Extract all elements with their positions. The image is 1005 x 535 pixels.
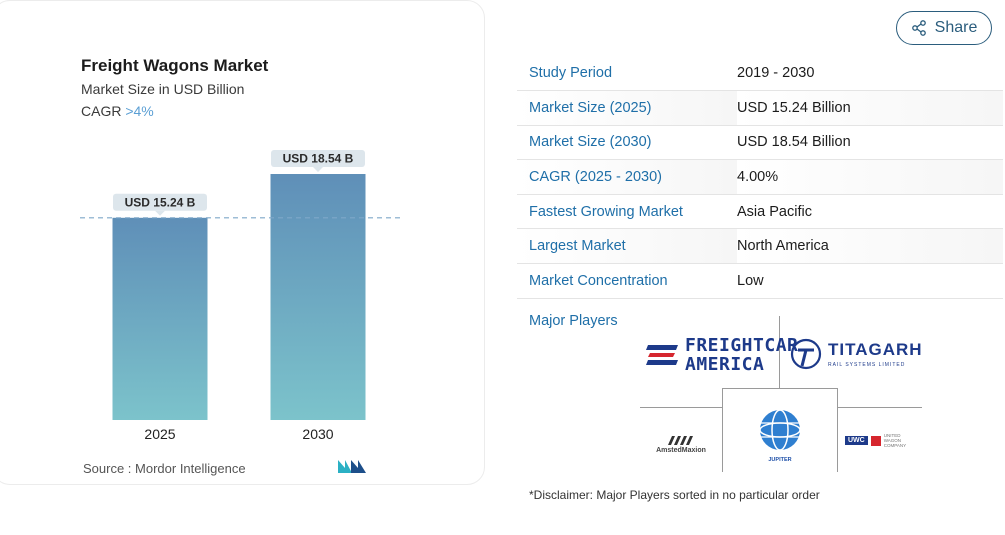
info-value: North America <box>737 228 1003 265</box>
info-value: Low <box>737 263 1003 299</box>
info-key: Fastest Growing Market <box>517 194 737 230</box>
uwc-sub-line: UNITED <box>883 433 901 438</box>
info-key: Market Concentration <box>517 263 737 299</box>
chart-subtitle: Market Size in USD Billion <box>81 81 245 97</box>
share-icon <box>911 20 926 36</box>
bar-chart: USD 15.24 B 2025 USD 18.54 B 2030 <box>80 150 400 442</box>
info-value: USD 18.54 Billion <box>737 125 1003 161</box>
titagarh-logo: TITAGARH RAIL SYSTEMS LIMITED <box>790 338 923 370</box>
amsted-name: AmstedMaxion <box>656 447 706 454</box>
divider <box>779 316 780 388</box>
disclaimer: *Disclaimer: Major Players sorted in no … <box>529 488 820 502</box>
bar-2025 <box>112 217 208 420</box>
jupiter-logo: JUPITER <box>756 408 804 463</box>
market-info-table: Study Period 2019 - 2030 Market Size (202… <box>517 56 1003 299</box>
info-key: Largest Market <box>517 228 737 265</box>
data-label-bg <box>271 150 365 168</box>
table-row: Market Size (2030) USD 18.54 Billion <box>517 125 1003 161</box>
jupiter-globe-icon <box>759 409 801 451</box>
info-key: CAGR (2025 - 2030) <box>517 159 737 195</box>
table-row: Market Concentration Low <box>517 263 1003 299</box>
jupiter-name: JUPITER <box>768 457 792 463</box>
table-row: Study Period 2019 - 2030 <box>517 56 1003 92</box>
x-tick-label: 2025 <box>144 426 175 442</box>
freightcar-line1: FREIGHTCAR <box>685 335 799 356</box>
titagarh-name: TITAGARH <box>828 340 923 359</box>
chart-source: Source : Mordor Intelligence <box>83 461 246 476</box>
uwc-logo: UWC UNITED WAGON COMPANY <box>845 433 906 448</box>
data-label: USD 18.54 B <box>283 152 354 166</box>
major-players-label: Major Players <box>529 313 618 329</box>
table-row: Largest Market North America <box>517 228 1003 265</box>
chart-title: Freight Wagons Market <box>81 56 269 75</box>
info-value: 2019 - 2030 <box>737 56 1003 92</box>
amsted-stripes-icon <box>668 436 693 445</box>
data-label: USD 15.24 B <box>125 195 196 209</box>
uwc-mark-icon <box>870 435 881 446</box>
mordor-intelligence-logo <box>338 460 366 473</box>
share-label: Share <box>934 19 978 36</box>
share-button[interactable]: Share <box>896 11 992 45</box>
bar-2030 <box>270 174 366 420</box>
amstedmaxion-logo: AmstedMaxion <box>645 436 717 454</box>
info-key: Market Size (2030) <box>517 125 737 161</box>
data-label-bg <box>113 193 207 211</box>
freightcar-flag-icon <box>646 345 678 365</box>
freightcar-line2: AMERICA <box>685 354 765 375</box>
table-row: CAGR (2025 - 2030) 4.00% <box>517 159 1003 195</box>
table-row: Fastest Growing Market Asia Pacific <box>517 194 1003 230</box>
table-row: Market Size (2025) USD 15.24 Billion <box>517 90 1003 126</box>
cagr-value: >4% <box>125 103 154 119</box>
titagarh-emblem-icon <box>790 338 822 370</box>
chart-cagr: CAGR >4% <box>81 103 154 119</box>
info-value: 4.00% <box>737 159 1003 195</box>
freightcar-america-logo: FREIGHTCAR AMERICA <box>645 336 798 374</box>
uwc-sub-line: WAGON <box>883 438 902 443</box>
major-players-grid: FREIGHTCAR AMERICA TITAGARH RAIL SYSTEMS… <box>640 316 922 474</box>
data-label-pointer <box>313 167 323 173</box>
uwc-sub-line: COMPANY <box>883 443 907 448</box>
titagarh-sub: RAIL SYSTEMS LIMITED <box>828 362 906 368</box>
uwc-name: UWC <box>845 436 868 445</box>
info-key: Market Size (2025) <box>517 90 737 126</box>
cagr-label: CAGR <box>81 103 122 119</box>
data-label-pointer <box>155 210 165 216</box>
info-key: Study Period <box>517 56 737 92</box>
chart-card <box>0 0 485 485</box>
info-value: Asia Pacific <box>737 194 1003 230</box>
info-value: USD 15.24 Billion <box>737 90 1003 126</box>
x-tick-label: 2030 <box>302 426 333 442</box>
